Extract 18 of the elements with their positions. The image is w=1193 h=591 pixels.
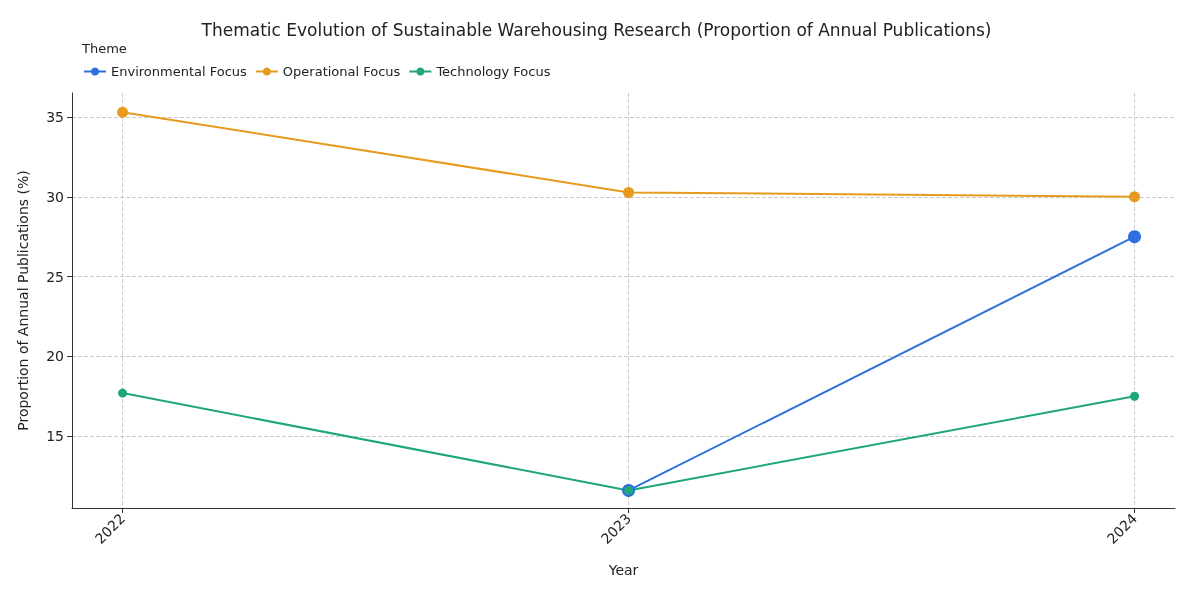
legend-label: Technology Focus xyxy=(435,64,551,79)
point xyxy=(117,106,129,118)
legend-label: Operational Focus xyxy=(282,64,401,79)
y-tick-label: 35 xyxy=(46,108,64,125)
y-tick-label: 25 xyxy=(46,268,64,285)
y-tick-label: 20 xyxy=(46,348,64,365)
point xyxy=(1129,191,1141,203)
point xyxy=(623,186,635,198)
chart-title: Thematic Evolution of Sustainable Warehousing Research (Proportion of Annual Publications) xyxy=(200,19,992,40)
point xyxy=(118,388,128,398)
y-tick-label: 30 xyxy=(46,188,64,205)
x-axis-title: Year xyxy=(607,562,639,578)
point xyxy=(1128,230,1142,244)
legend-label: Environmental Focus xyxy=(111,64,248,79)
y-tick-label: 15 xyxy=(46,428,64,445)
y-axis-title: Proportion of Annual Publications (%) xyxy=(15,170,31,431)
point xyxy=(1130,391,1140,401)
legend-title: Theme xyxy=(81,41,127,56)
